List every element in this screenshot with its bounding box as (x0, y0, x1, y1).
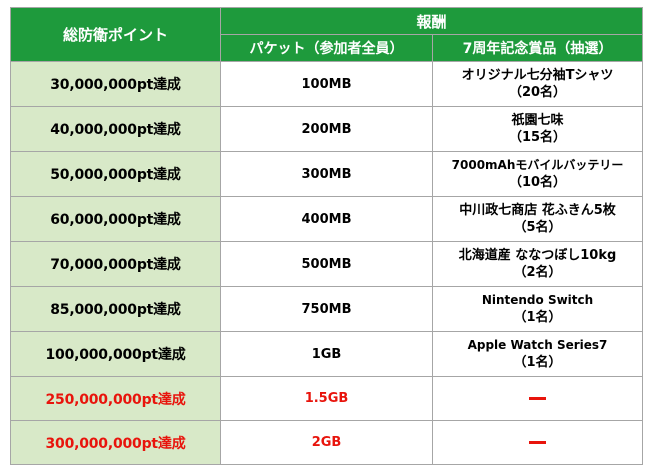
prize-name: Apple Watch Series7 (467, 338, 608, 352)
prize-cell: 北海道産 ななつぼし10kg （2名） (431, 241, 644, 287)
packet-cell: 400MB (220, 196, 433, 242)
packet-cell: 750MB (220, 286, 433, 332)
milestone-cell: 60,000,000pt達成 (10, 196, 221, 242)
packet-cell: 1.5GB (220, 376, 433, 421)
prize-count: （2名） (513, 265, 562, 280)
prize-count: （1名） (513, 310, 562, 325)
prize-header: 7周年記念賞品（抽選） (431, 34, 644, 62)
prize-cell: オリジナル七分袖Tシャツ （20名） (431, 61, 644, 107)
packet-header: パケット（参加者全員） (220, 34, 433, 62)
rewards-table: 総防衛ポイント 報酬 パケット（参加者全員） 7周年記念賞品（抽選） 30,00… (10, 7, 644, 465)
prize-count: （1名） (513, 355, 562, 370)
header-row: 総防衛ポイント 報酬 (10, 7, 644, 62)
packet-cell: 300MB (220, 151, 433, 197)
subheader-row: パケット（参加者全員） 7周年記念賞品（抽選） (11, 34, 644, 62)
table-row: 100,000,000pt達成 1GB Apple Watch Series7 … (10, 331, 644, 377)
milestone-cell: 300,000,000pt達成 (10, 420, 221, 465)
packet-cell: 500MB (220, 241, 433, 287)
table-row-highlight: 250,000,000pt達成 1.5GB (10, 376, 644, 421)
table-row: 70,000,000pt達成 500MB 北海道産 ななつぼし10kg （2名） (10, 241, 644, 287)
prize-count: （15名） (508, 130, 567, 145)
milestone-header: 総防衛ポイント (10, 7, 221, 62)
prize-name: 7000mAhモバイルバッテリー (451, 158, 624, 172)
milestone-cell: 50,000,000pt達成 (10, 151, 221, 197)
milestone-cell: 250,000,000pt達成 (10, 376, 221, 421)
packet-cell: 200MB (220, 106, 433, 152)
packet-cell: 2GB (220, 420, 433, 465)
table-row: 60,000,000pt達成 400MB 中川政七商店 花ふきん5枚 （5名） (10, 196, 644, 242)
prize-cell (431, 376, 644, 421)
prize-name: 中川政七商店 花ふきん5枚 (459, 203, 616, 218)
table-row: 50,000,000pt達成 300MB 7000mAhモバイルバッテリー （1… (10, 151, 644, 197)
prize-count: （10名） (508, 175, 567, 190)
prize-cell: 7000mAhモバイルバッテリー （10名） (431, 151, 644, 197)
table-row-highlight: 300,000,000pt達成 2GB (10, 420, 644, 465)
prize-cell (431, 420, 644, 465)
reward-header: 報酬 (219, 7, 644, 35)
table-row: 85,000,000pt達成 750MB Nintendo Switch （1名… (10, 286, 644, 332)
milestone-cell: 40,000,000pt達成 (10, 106, 221, 152)
prize-cell: Apple Watch Series7 （1名） (431, 331, 644, 377)
prize-name: 祇園七味 (511, 113, 564, 128)
prize-count: （5名） (513, 220, 562, 235)
packet-cell: 100MB (220, 61, 433, 107)
milestone-cell: 70,000,000pt達成 (10, 241, 221, 287)
table-row: 30,000,000pt達成 100MB オリジナル七分袖Tシャツ （20名） (10, 61, 644, 107)
prize-name: Nintendo Switch (481, 293, 594, 307)
prize-cell: 祇園七味 （15名） (431, 106, 644, 152)
milestone-cell: 85,000,000pt達成 (10, 286, 221, 332)
packet-cell: 1GB (220, 331, 433, 377)
prize-cell: Nintendo Switch （1名） (431, 286, 644, 332)
milestone-cell: 30,000,000pt達成 (10, 61, 221, 107)
dash-mark (529, 441, 546, 444)
prize-cell: 中川政七商店 花ふきん5枚 （5名） (431, 196, 644, 242)
prize-name: オリジナル七分袖Tシャツ (461, 68, 614, 83)
milestone-cell: 100,000,000pt達成 (10, 331, 221, 377)
prize-count: （20名） (508, 85, 567, 100)
table-row: 40,000,000pt達成 200MB 祇園七味 （15名） (10, 106, 644, 152)
dash-mark (529, 397, 546, 400)
prize-name: 北海道産 ななつぼし10kg (458, 248, 617, 263)
